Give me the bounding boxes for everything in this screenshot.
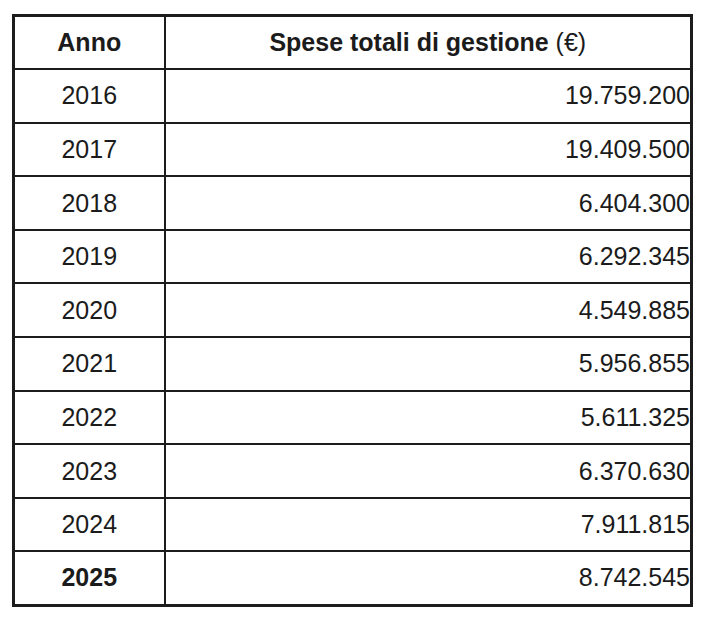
year-cell: 2019 xyxy=(14,230,165,284)
table-row: 2024 7.911.815 xyxy=(14,498,692,552)
year-cell: 2022 xyxy=(14,391,165,445)
value-cell: 7.911.815 xyxy=(165,498,692,552)
value-cell: 5.956.855 xyxy=(165,337,692,391)
table-row: 2025 8.742.545 xyxy=(14,551,692,605)
year-cell: 2024 xyxy=(14,498,165,552)
value-cell: 6.292.345 xyxy=(165,230,692,284)
year-cell: 2020 xyxy=(14,283,165,337)
header-row: Anno Spese totali di gestione (€) xyxy=(14,16,692,70)
value-cell: 19.409.500 xyxy=(165,123,692,177)
year-cell: 2025 xyxy=(14,551,165,605)
year-cell: 2017 xyxy=(14,123,165,177)
table-row: 2017 19.409.500 xyxy=(14,123,692,177)
value-cell: 4.549.885 xyxy=(165,283,692,337)
value-cell: 19.759.200 xyxy=(165,69,692,123)
value-cell: 8.742.545 xyxy=(165,551,692,605)
year-cell: 2018 xyxy=(14,176,165,230)
value-column-header: Spese totali di gestione (€) xyxy=(165,16,692,70)
value-header-main: Spese totali di gestione xyxy=(269,28,548,56)
table-row: 2018 6.404.300 xyxy=(14,176,692,230)
table-row: 2016 19.759.200 xyxy=(14,69,692,123)
table-row: 2020 4.549.885 xyxy=(14,283,692,337)
year-column-header: Anno xyxy=(14,16,165,70)
year-cell: 2016 xyxy=(14,69,165,123)
value-cell: 6.370.630 xyxy=(165,444,692,498)
table-row: 2019 6.292.345 xyxy=(14,230,692,284)
value-cell: 5.611.325 xyxy=(165,391,692,445)
table-row: 2021 5.956.855 xyxy=(14,337,692,391)
value-header-unit: (€) xyxy=(556,28,587,56)
year-cell: 2021 xyxy=(14,337,165,391)
year-cell: 2023 xyxy=(14,444,165,498)
table-row: 2022 5.611.325 xyxy=(14,391,692,445)
page: Anno Spese totali di gestione (€) 2016 1… xyxy=(0,0,706,620)
spese-totali-table: Anno Spese totali di gestione (€) 2016 1… xyxy=(12,14,693,607)
table-row: 2023 6.370.630 xyxy=(14,444,692,498)
value-cell: 6.404.300 xyxy=(165,176,692,230)
